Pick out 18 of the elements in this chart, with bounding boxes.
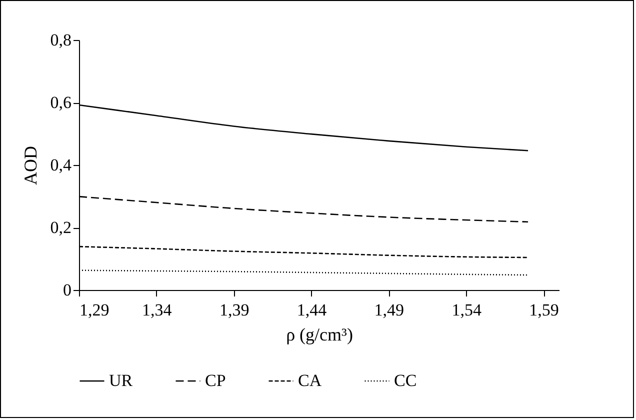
y-tick-label: 0,6 — [50, 93, 72, 112]
x-tick-label: 1,59 — [529, 300, 559, 320]
legend-label: UR — [109, 371, 134, 390]
x-tick-label: 1,44 — [296, 300, 328, 320]
x-tick-label: 1,54 — [452, 300, 482, 320]
x-tick-label: 1,39 — [219, 300, 250, 320]
x-axis-title: ρ (g/cm³) — [286, 324, 353, 344]
y-axis-title: AOD — [20, 146, 40, 185]
x-tick-label: 1,29 — [80, 300, 110, 320]
y-tick-label: 0 — [63, 280, 72, 300]
y-tick-label: 0,4 — [50, 156, 72, 174]
legend-label: CP — [205, 371, 226, 390]
y-tick-label: 0,2 — [50, 218, 72, 237]
legend-label: CC — [394, 371, 417, 390]
x-tick-label: 1,49 — [374, 300, 404, 320]
x-tick-label: 1,34 — [142, 300, 172, 320]
legend-label: CA — [298, 371, 322, 390]
y-tick-label: 0,8 — [50, 30, 72, 50]
